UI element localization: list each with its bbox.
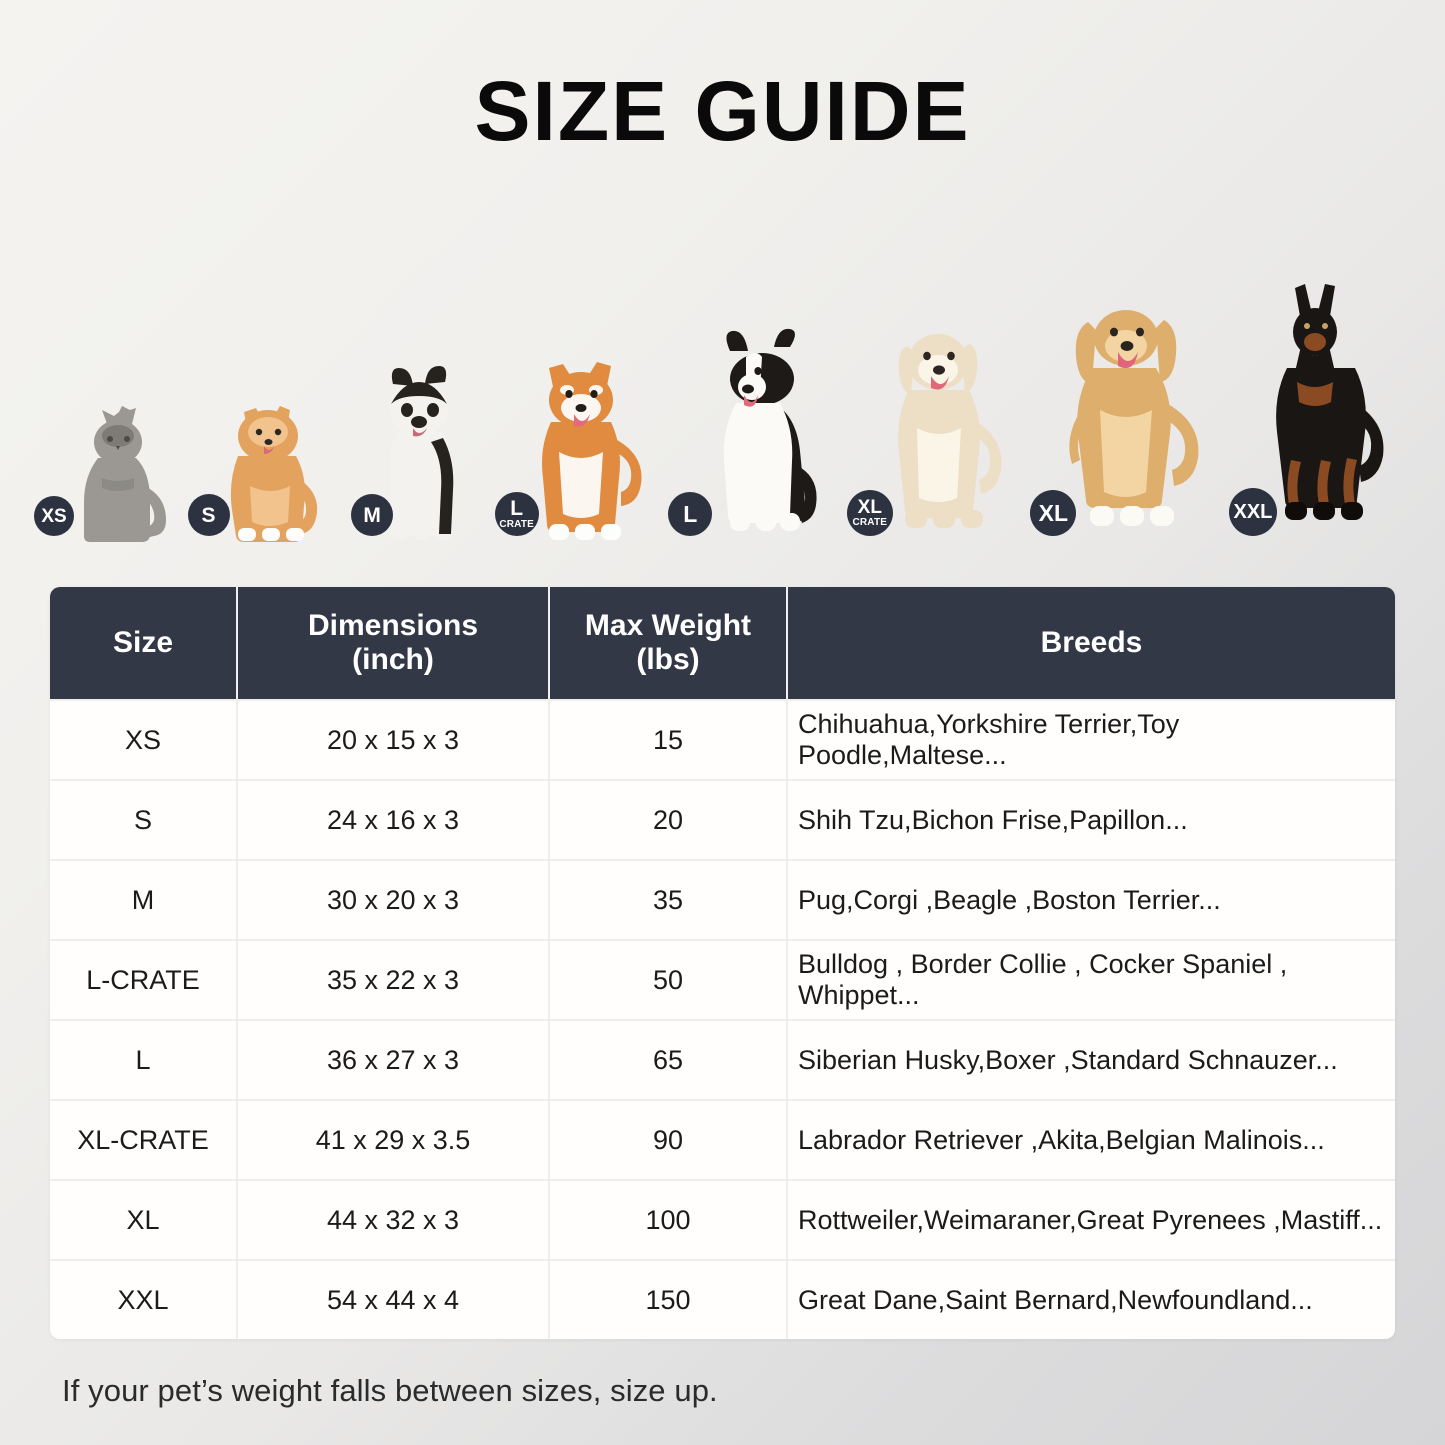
column-header-max-weight-label: Max Weight xyxy=(584,609,752,642)
animal-french-bulldog: M xyxy=(351,364,487,542)
breeds-cell: Bulldog , Border Collie , Cocker Spaniel… xyxy=(788,939,1395,1020)
table-header-row: Size Dimensions (inch) Max Weight (lbs) … xyxy=(50,587,1395,700)
size-badge-sub-label: CRATE xyxy=(499,519,535,530)
dimensions-cell: 41 x 29 x 3.5 xyxy=(238,1099,550,1180)
page-title: SIZE GUIDE xyxy=(474,64,971,158)
size-cell: XS xyxy=(50,699,238,780)
table-row: M 30 x 20 x 3 35 Pug,Corgi ,Beagle ,Boston … xyxy=(50,859,1395,940)
column-header-size: Size xyxy=(50,587,238,700)
size-badge-sub-label: CRATE xyxy=(852,517,888,528)
breeds-cell: Shih Tzu,Bichon Frise,Papillon... xyxy=(788,779,1395,860)
size-badge-xl: XL xyxy=(1030,490,1077,536)
column-header-breeds: Breeds xyxy=(788,587,1395,700)
column-header-max-weight-unit: (lbs) xyxy=(636,643,700,677)
breeds-cell: Siberian Husky,Boxer ,Standard Schnauzer… xyxy=(788,1019,1395,1100)
column-header-size-label: Size xyxy=(112,626,174,660)
column-header-dimensions: Dimensions (inch) xyxy=(238,587,550,700)
size-badge-main-label: L xyxy=(510,497,524,520)
size-badge-main-label: XL xyxy=(857,497,882,518)
size-cell: XL xyxy=(50,1179,238,1260)
pomeranian-illustration: S xyxy=(187,382,344,542)
column-header-max-weight: Max Weight (lbs) xyxy=(550,587,788,700)
page-title-container: SIZE GUIDE xyxy=(0,0,1445,232)
doberman-illustration: XXL xyxy=(1228,280,1405,542)
size-badge-main-label: M xyxy=(363,503,381,527)
column-header-dimensions-label: Dimensions xyxy=(307,609,479,642)
size-badge-m: M xyxy=(351,494,394,536)
breeds-cell: Pug,Corgi ,Beagle ,Boston Terrier... xyxy=(788,859,1395,940)
max-weight-cell: 35 xyxy=(550,859,788,940)
size-badge-main-label: S xyxy=(201,503,216,527)
size-table-header: Size Dimensions (inch) Max Weight (lbs) … xyxy=(50,587,1395,700)
size-badge-xs: XS xyxy=(34,496,74,536)
size-badge-xl-crate: XL CRATE xyxy=(846,490,893,536)
dimensions-cell: 30 x 20 x 3 xyxy=(238,859,550,940)
french-bulldog-illustration: M xyxy=(351,364,487,542)
size-cell: L-CRATE xyxy=(50,939,238,1020)
column-header-dimensions-unit: (inch) xyxy=(352,643,434,677)
breeds-cell: Labrador Retriever ,Akita,Belgian Malino… xyxy=(788,1099,1395,1180)
shiba-inu-illustration: L CRATE xyxy=(494,342,661,542)
animal-border-collie: L xyxy=(668,327,839,542)
cat-illustration: XS xyxy=(34,392,180,542)
size-badge-s: S xyxy=(187,494,230,536)
size-badge-l-crate: L CRATE xyxy=(494,492,539,536)
table-row: L-CRATE 35 x 22 x 3 50 Bulldog , Border Col… xyxy=(50,939,1395,1020)
max-weight-cell: 20 xyxy=(550,779,788,860)
animal-pomeranian: S xyxy=(187,382,344,542)
border-collie-illustration: L xyxy=(668,327,839,542)
max-weight-cell: 65 xyxy=(550,1019,788,1100)
size-cell: XXL xyxy=(50,1259,238,1340)
dimensions-cell: 54 x 44 x 4 xyxy=(238,1259,550,1340)
animal-golden-retriever: XL xyxy=(1030,292,1221,542)
size-cell: L xyxy=(50,1019,238,1100)
size-table-body: XS 20 x 15 x 3 15 Chihuahua,Yorkshire Terri… xyxy=(50,699,1395,1340)
table-row: XL-CRATE 41 x 29 x 3.5 90 Labrador Retrieve… xyxy=(50,1099,1395,1180)
max-weight-cell: 100 xyxy=(550,1179,788,1260)
animal-labrador: XL CRATE xyxy=(846,312,1023,542)
dimensions-cell: 24 x 16 x 3 xyxy=(238,779,550,860)
size-badge-l: L xyxy=(668,492,713,536)
max-weight-cell: 90 xyxy=(550,1099,788,1180)
size-badge-xxl: XXL xyxy=(1228,488,1277,536)
animal-lineup: XS S xyxy=(34,232,1405,542)
table-row: L 36 x 27 x 3 65 Siberian Husky,Boxer ,Stan… xyxy=(50,1019,1395,1100)
size-badge-main-label: L xyxy=(683,500,698,527)
size-cell: S xyxy=(50,779,238,860)
animal-cat: XS xyxy=(34,392,180,542)
breeds-cell: Chihuahua,Yorkshire Terrier,Toy Poodle,M… xyxy=(788,699,1395,780)
labrador-illustration: XL CRATE xyxy=(846,312,1023,542)
max-weight-cell: 15 xyxy=(550,699,788,780)
size-badge-main-label: XXL xyxy=(1233,501,1273,523)
size-cell: M xyxy=(50,859,238,940)
dimensions-cell: 36 x 27 x 3 xyxy=(238,1019,550,1100)
table-row: XL 44 x 32 x 3 100 Rottweiler,Weimaraner,Gr… xyxy=(50,1179,1395,1260)
golden-retriever-illustration: XL xyxy=(1030,292,1221,542)
dimensions-cell: 20 x 15 x 3 xyxy=(238,699,550,780)
breeds-cell: Rottweiler,Weimaraner,Great Pyrenees ,Ma… xyxy=(788,1179,1395,1260)
animal-doberman: XXL xyxy=(1228,280,1405,542)
size-cell: XL-CRATE xyxy=(50,1099,238,1180)
size-badge-main-label: XL xyxy=(1038,499,1069,526)
animal-shiba-inu: L CRATE xyxy=(494,342,661,542)
table-row: XS 20 x 15 x 3 15 Chihuahua,Yorkshire Terri… xyxy=(50,699,1395,780)
dimensions-cell: 44 x 32 x 3 xyxy=(238,1179,550,1260)
max-weight-cell: 50 xyxy=(550,939,788,1020)
table-row: S 24 x 16 x 3 20 Shih Tzu,Bichon Frise,Papi… xyxy=(50,779,1395,860)
size-table: Size Dimensions (inch) Max Weight (lbs) … xyxy=(50,587,1395,1340)
size-badge-main-label: XS xyxy=(41,505,67,527)
max-weight-cell: 150 xyxy=(550,1259,788,1340)
dimensions-cell: 35 x 22 x 3 xyxy=(238,939,550,1020)
table-row: XXL 54 x 44 x 4 150 Great Dane,Saint Bernar… xyxy=(50,1259,1395,1340)
column-header-breeds-label: Breeds xyxy=(1040,626,1143,660)
breeds-cell: Great Dane,Saint Bernard,Newfoundland... xyxy=(788,1259,1395,1340)
size-table-container: Size Dimensions (inch) Max Weight (lbs) … xyxy=(50,587,1395,1340)
footer-note: If your pet’s weight falls between sizes… xyxy=(62,1373,718,1409)
